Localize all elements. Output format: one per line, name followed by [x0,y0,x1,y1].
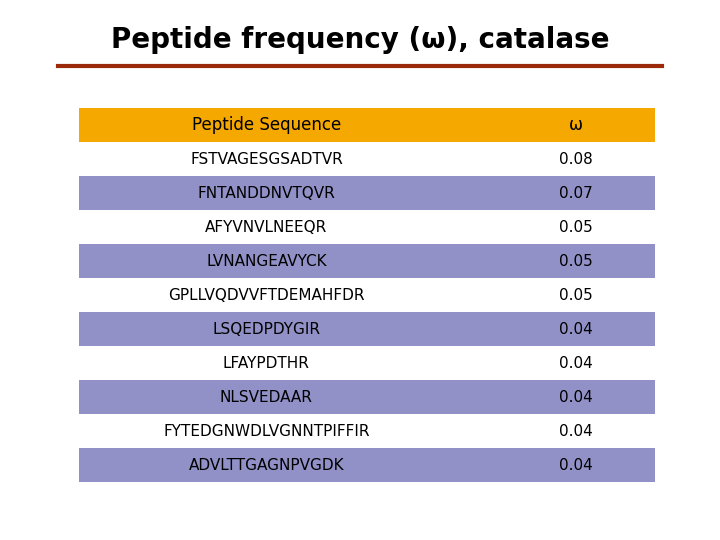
Text: 0.04: 0.04 [559,458,593,472]
Text: 0.07: 0.07 [559,186,593,200]
Bar [79,210,655,244]
Bar [79,312,655,346]
Bar [79,142,655,176]
Text: Peptide Sequence: Peptide Sequence [192,116,341,134]
Bar [79,278,655,312]
Text: AFYVNVLNEEQR: AFYVNVLNEEQR [205,220,328,234]
Bar [79,414,655,448]
Text: LFAYPDTHR: LFAYPDTHR [223,356,310,370]
Text: 0.05: 0.05 [559,288,593,302]
Bar [79,108,655,142]
Bar [79,346,655,380]
Text: 0.05: 0.05 [559,220,593,234]
Text: FYTEDGNWDLVGNNTPIFFIR: FYTEDGNWDLVGNNTPIFFIR [163,424,369,438]
Text: LVNANGEAVYCK: LVNANGEAVYCK [206,254,327,268]
Text: GPLLVQDVVFTDEMAHFDR: GPLLVQDVVFTDEMAHFDR [168,288,364,302]
Text: 0.08: 0.08 [559,152,593,166]
Text: LSQEDPDYGIR: LSQEDPDYGIR [212,322,320,336]
Text: 0.04: 0.04 [559,424,593,438]
Text: ADVLTTGAGNPVGDK: ADVLTTGAGNPVGDK [189,458,344,472]
Text: 0.04: 0.04 [559,390,593,404]
Text: NLSVEDAAR: NLSVEDAAR [220,390,312,404]
Text: ω: ω [569,116,583,134]
Text: 0.04: 0.04 [559,322,593,336]
Text: FNTANDDNVTQVR: FNTANDDNVTQVR [197,186,336,200]
Text: 0.04: 0.04 [559,356,593,370]
Text: FSTVAGESGSADTVR: FSTVAGESGSADTVR [190,152,343,166]
Bar [79,448,655,482]
Bar [79,176,655,210]
Bar [79,244,655,278]
Text: Peptide frequency (ω), catalase: Peptide frequency (ω), catalase [111,26,609,55]
Bar [79,380,655,414]
Text: 0.05: 0.05 [559,254,593,268]
